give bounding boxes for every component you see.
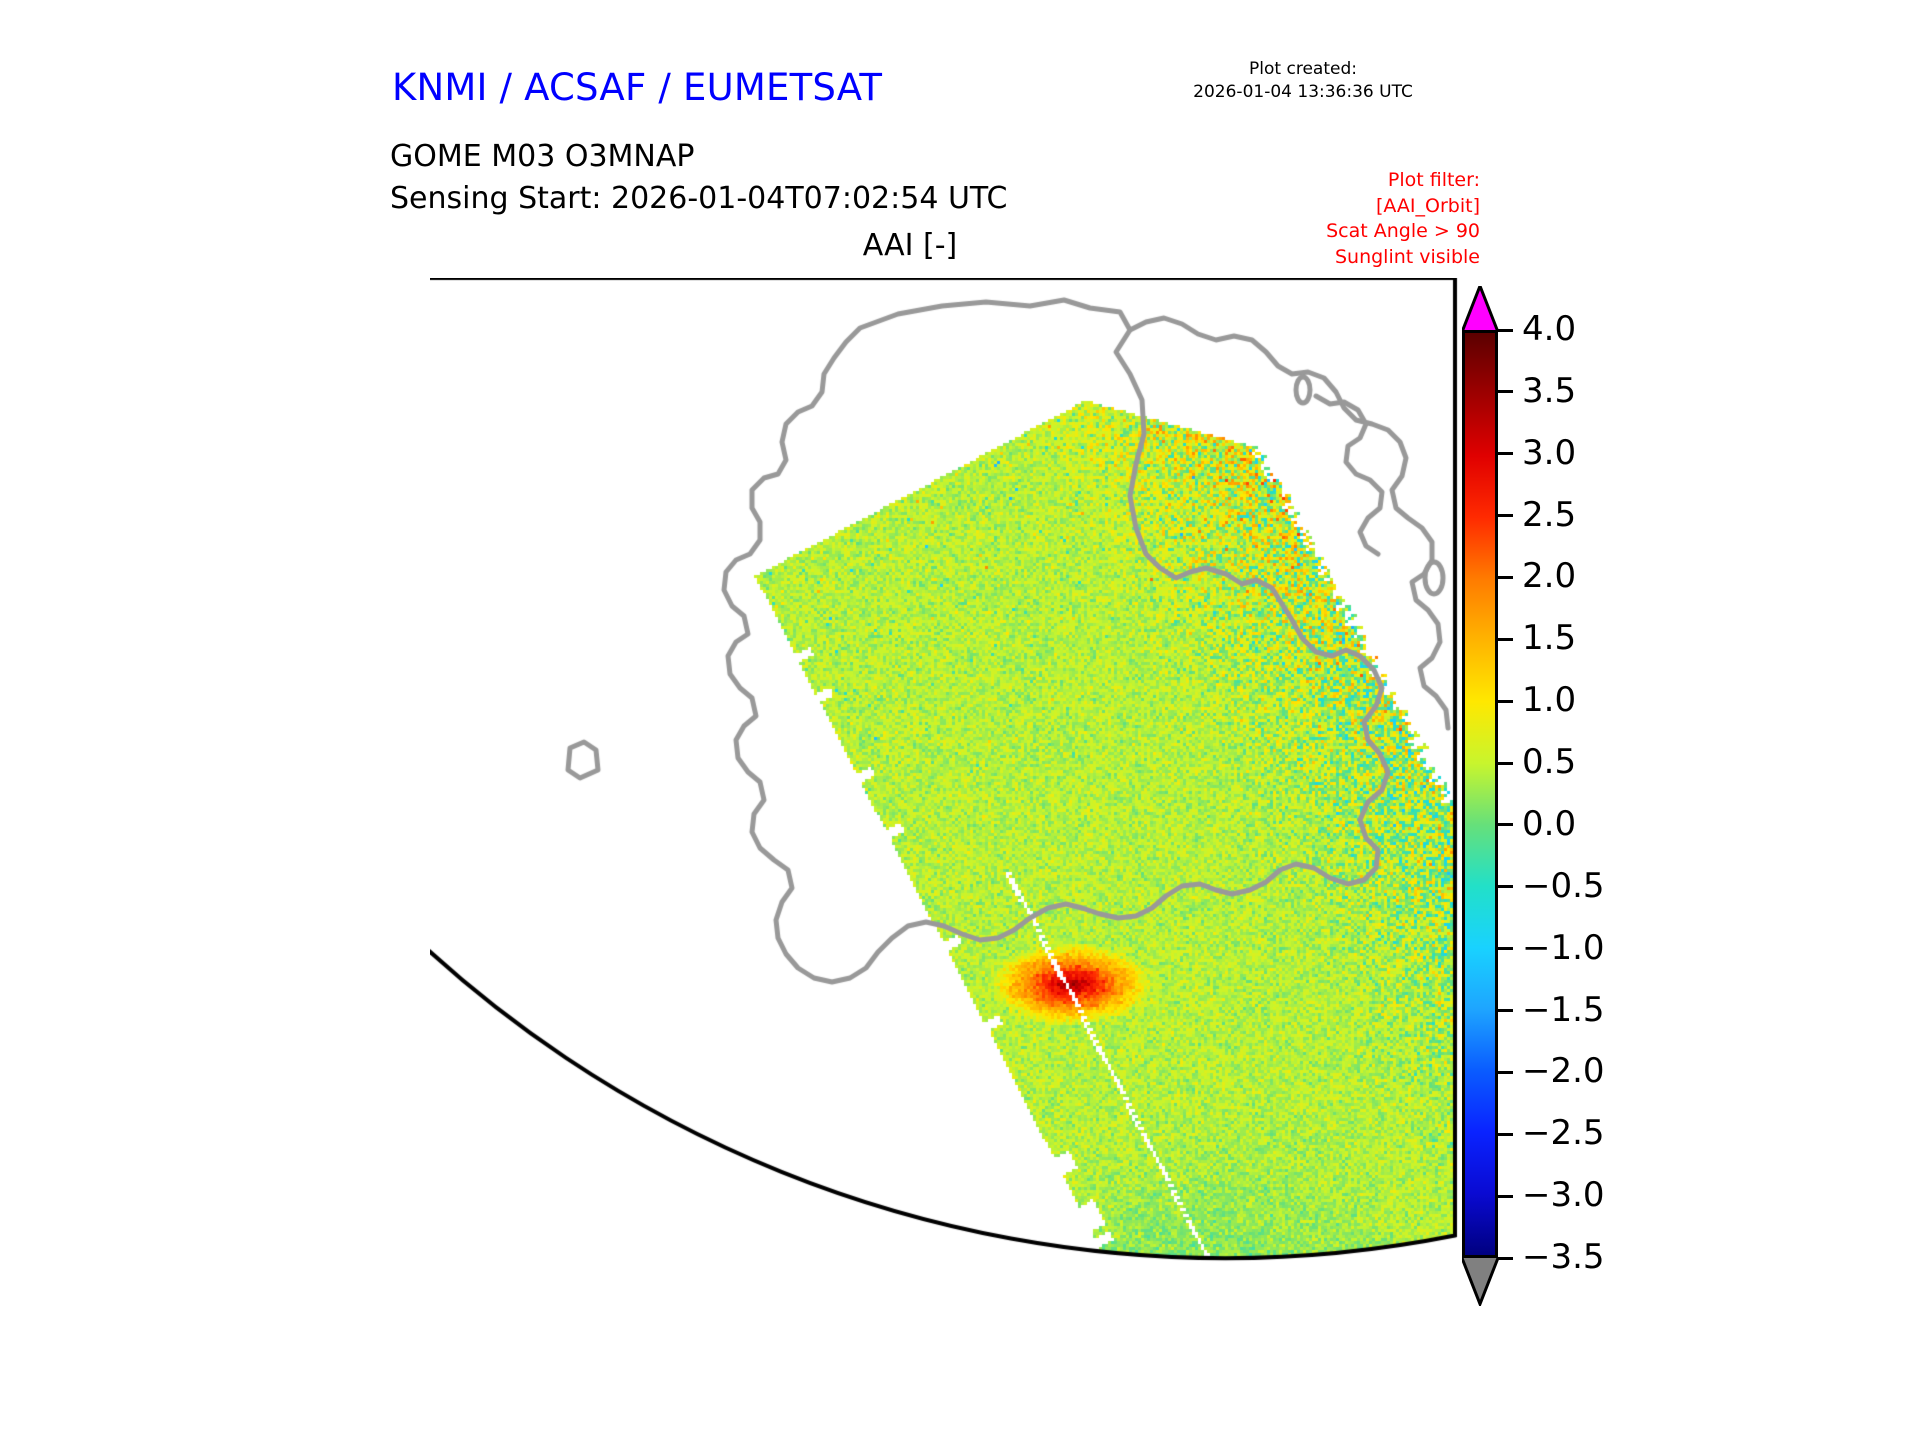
colorbar-tick (1498, 1070, 1513, 1074)
sensing-start: Sensing Start: 2026-01-04T07:02:54 UTC (390, 181, 1008, 216)
colorbar-under-arrow (1462, 1258, 1498, 1304)
colorbar-tick (1498, 1194, 1513, 1198)
plot-filter-condition: Scat Angle > 90 (1326, 220, 1480, 242)
colorbar-tick (1498, 452, 1513, 456)
colorbar-tick-label: −1.0 (1522, 927, 1605, 968)
colorbar-tick-label: −1.5 (1522, 989, 1605, 1030)
colorbar-tick-label: 4.0 (1522, 309, 1577, 349)
colorbar-tick (1498, 1132, 1513, 1136)
plot-created-label: Plot created: (1249, 59, 1357, 79)
colorbar-tick (1498, 390, 1513, 394)
colorbar-tick (1498, 575, 1513, 579)
colorbar-tick (1498, 885, 1513, 889)
colorbar-body (1462, 330, 1498, 1258)
colorbar-tick-label: −3.0 (1522, 1175, 1605, 1216)
colorbar-tick-label: 2.0 (1522, 556, 1577, 597)
colorbar-tick (1498, 1256, 1513, 1260)
colorbar-tick-label: 0.5 (1522, 742, 1577, 783)
colorbar-tick (1498, 1009, 1513, 1013)
colorbar-tick-label: 3.5 (1522, 370, 1577, 411)
colorbar-over-arrow (1462, 286, 1498, 332)
page-title: AAI [-] (862, 228, 958, 263)
colorbar-tick-label: −0.5 (1522, 865, 1605, 906)
plot-filter-block: Plot filter: [AAI_Orbit] Scat Angle > 90… (1180, 168, 1480, 270)
colorbar-gradient (1465, 333, 1495, 1255)
colorbar-tick (1498, 947, 1513, 951)
colorbar-tick-label: −2.5 (1522, 1113, 1605, 1154)
colorbar: 4.0 3.5 3.0 2.5 2.0 1.5 1.0 0.5 0.0 −0.5 −1.0 −1.5 −… (1462, 286, 1682, 1306)
plot-filter-name: [AAI_Orbit] (1375, 194, 1480, 217)
map-plot-area (430, 278, 1460, 1290)
plot-filter-note: Sunglint visible (1334, 245, 1480, 268)
colorbar-tick (1498, 328, 1513, 332)
plot-filter-label: Plot filter: (1387, 169, 1480, 191)
colorbar-tick (1498, 761, 1513, 765)
colorbar-tick-label: 3.0 (1522, 432, 1577, 473)
colorbar-tick-label: 1.0 (1522, 680, 1577, 721)
plot-created-block: Plot created: 2026-01-04 13:36:36 UTC (1148, 58, 1458, 104)
organisation-title: KNMI / ACSAF / EUMETSAT (392, 66, 883, 109)
colorbar-tick-label: −2.0 (1522, 1051, 1605, 1092)
colorbar-tick (1498, 514, 1513, 518)
colorbar-tick (1498, 823, 1513, 827)
colorbar-tick-label: 1.5 (1522, 618, 1577, 659)
dataset-info-block: GOME M03 O3MNAP Sensing Start: 2026-01-0… (390, 136, 1007, 220)
colorbar-tick (1498, 637, 1513, 641)
colorbar-tick-label: −3.5 (1522, 1237, 1605, 1277)
plot-created-timestamp: 2026-01-04 13:36:36 UTC (1193, 82, 1413, 102)
colorbar-tick (1498, 699, 1513, 703)
colorbar-tick-label: 0.0 (1522, 803, 1577, 844)
aai-swath-map (430, 278, 1460, 1290)
dataset-name: GOME M03 O3MNAP (390, 139, 695, 174)
colorbar-tick-label: 2.5 (1522, 494, 1577, 535)
